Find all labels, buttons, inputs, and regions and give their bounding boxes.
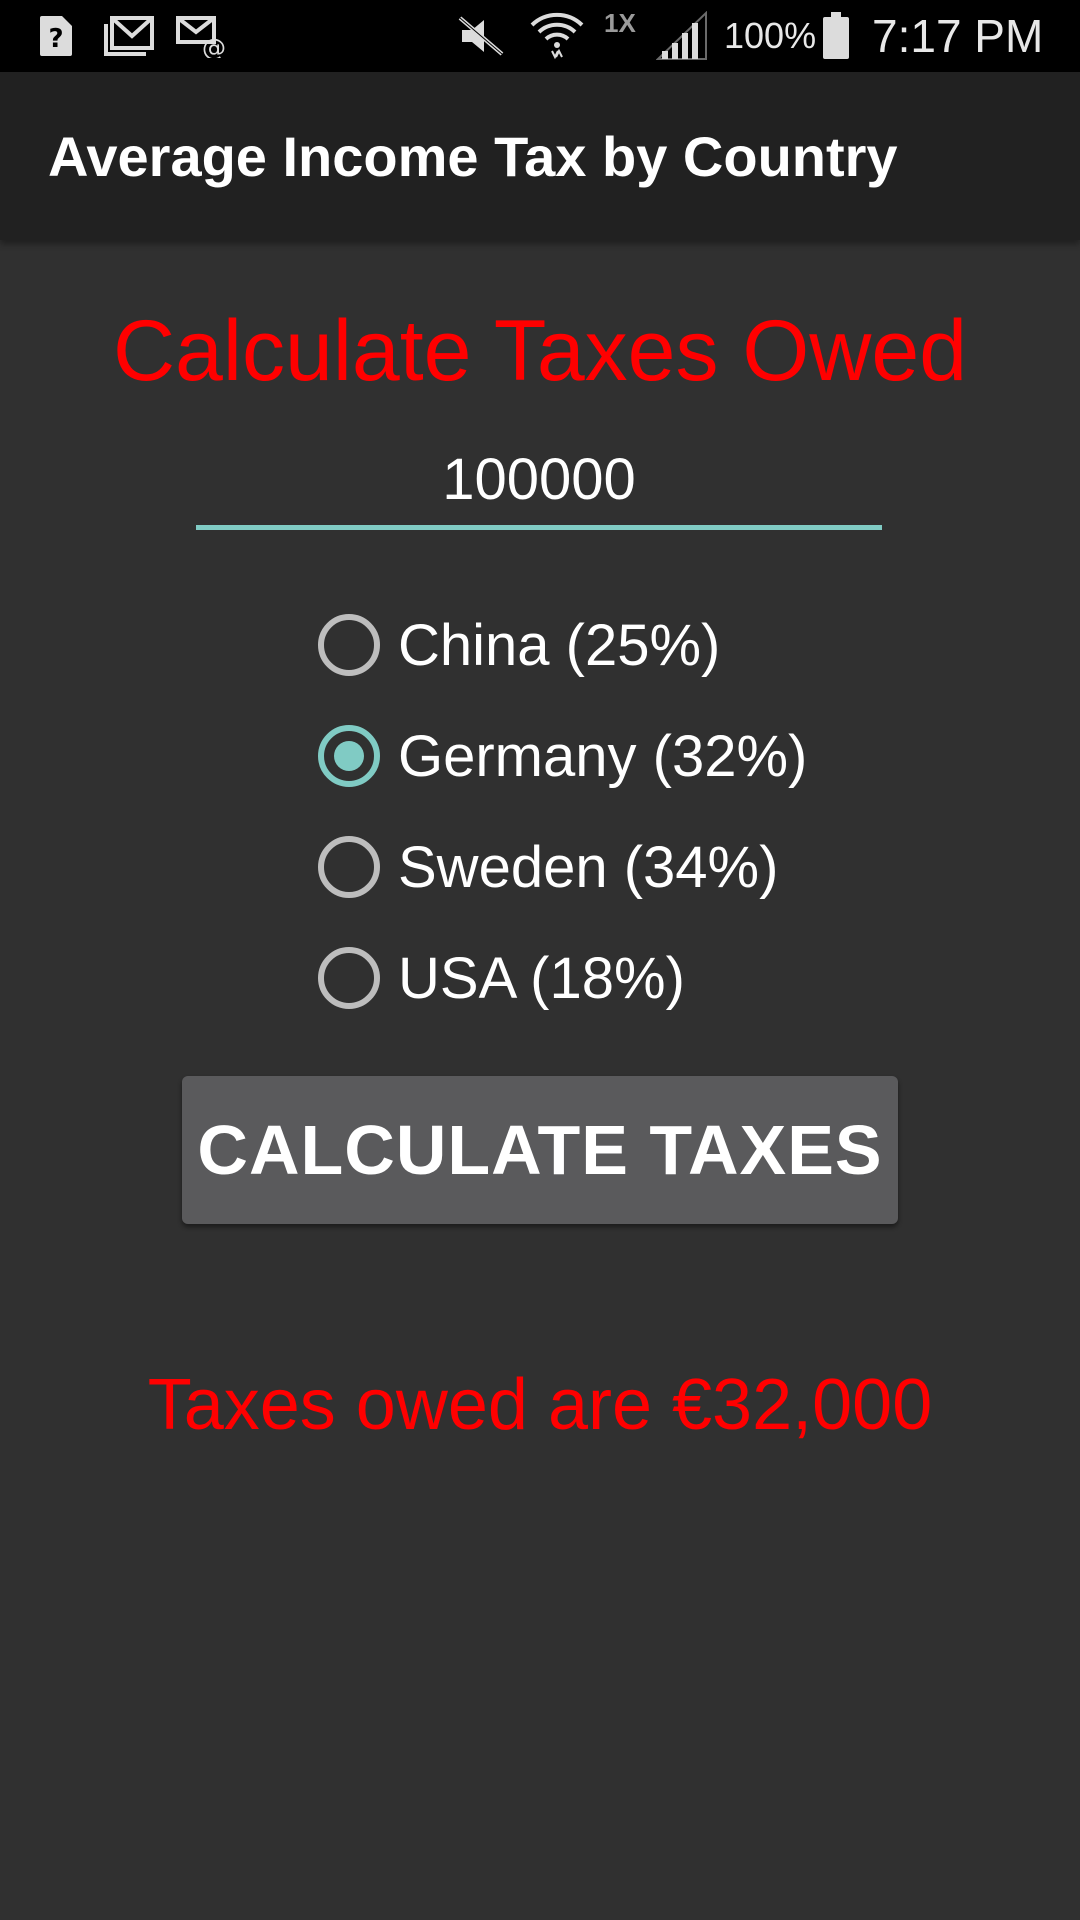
gmail-icon [104, 0, 154, 72]
radio-button-checked-icon[interactable] [318, 725, 380, 787]
radio-button-icon[interactable] [318, 614, 380, 676]
signal-icon [656, 0, 708, 72]
svg-text:@: @ [202, 34, 226, 58]
income-input[interactable]: 100000 [196, 440, 882, 530]
radio-option-germany[interactable]: Germany (32%) [318, 701, 807, 811]
radio-button-icon[interactable] [318, 947, 380, 1009]
page-heading: Calculate Taxes Owed [112, 303, 968, 399]
radio-label: China (25%) [398, 612, 721, 678]
radio-button-icon[interactable] [318, 836, 380, 898]
radio-option-china[interactable]: China (25%) [318, 590, 720, 700]
battery-percent: 100% [724, 15, 817, 56]
clock-time: 7:17 PM [872, 10, 1044, 62]
mute-icon [456, 0, 506, 72]
radio-label: USA (18%) [398, 945, 685, 1011]
app-bar: Average Income Tax by Country [0, 72, 1080, 240]
email-icon: @ [176, 0, 228, 72]
battery-icon [822, 0, 850, 72]
radio-option-usa[interactable]: USA (18%) [318, 923, 685, 1033]
radio-label: Germany (32%) [398, 723, 808, 789]
unknown-file-icon: ? [38, 0, 74, 72]
result-text: Taxes owed are €32,000 [147, 1365, 933, 1445]
app-title: Average Income Tax by Country [48, 124, 898, 188]
svg-text:?: ? [48, 24, 63, 54]
status-bar: ? @ 1X [0, 0, 1080, 72]
wifi-icon [528, 0, 586, 72]
radio-label: Sweden (34%) [398, 834, 779, 900]
radio-option-sweden[interactable]: Sweden (34%) [318, 812, 778, 922]
network-type-label: 1X [604, 8, 636, 38]
calculate-taxes-button[interactable]: CALCULATE TAXES [182, 1076, 898, 1224]
